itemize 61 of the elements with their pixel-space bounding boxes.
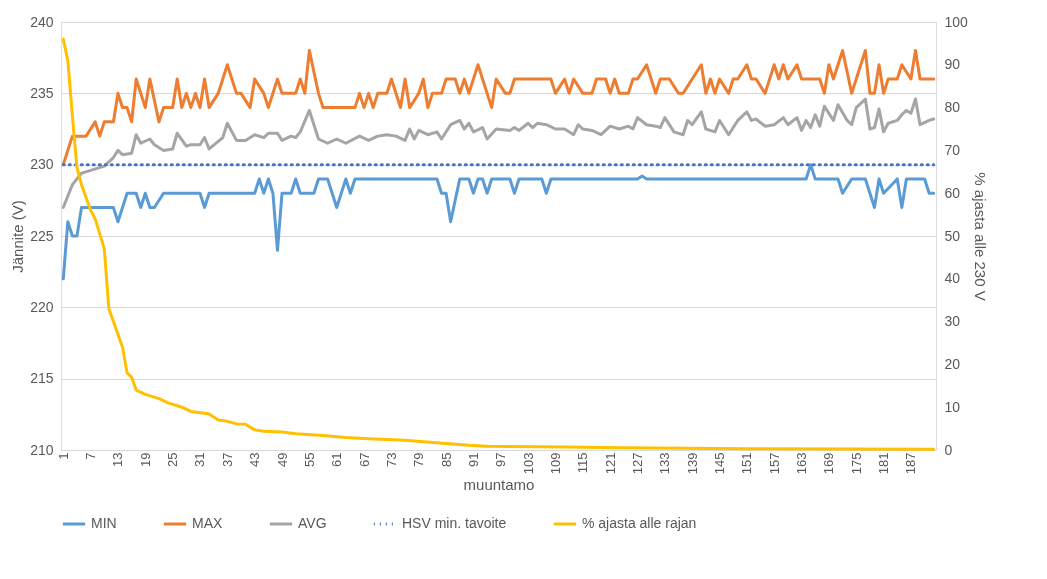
x-tick-label: 13 [110,452,126,467]
y-tick-label: 210 [30,441,54,458]
x-tick-label: 85 [438,452,454,467]
y2-tick-label: 80 [944,99,961,116]
x-tick-label: 115 [575,452,591,474]
x-tick-label: 49 [274,452,290,467]
y2-tick-label: 40 [944,270,961,287]
x-axis-title: muuntamo [463,476,535,494]
y2-tick-label: 10 [944,398,961,415]
y-tick-label: 225 [30,227,54,244]
y-tick-label: 230 [30,156,54,173]
x-tick-label: 157 [766,452,782,475]
legend-label: HSV min. tavoite [402,515,507,531]
x-tick-label: 19 [137,452,153,467]
x-tick-label: 163 [794,452,810,475]
y2-tick-label: 100 [944,13,969,30]
y-axis-title: Jännite (V) [9,200,27,273]
x-tick-label: 181 [876,452,892,475]
line-series [61,37,936,451]
x-tick-label: 1 [55,452,71,460]
x-tick-label: 55 [301,452,317,467]
x-tick-label: 7 [83,452,99,460]
x-tick-label: 67 [356,452,372,467]
x-tick-label: 133 [657,452,673,475]
x-tick-label: 61 [329,452,345,467]
line-series [61,163,936,281]
x-tick-label: 25 [165,452,181,467]
x-tick-label: 187 [903,452,919,475]
x-tick-label: 109 [547,452,563,475]
y2-tick-label: 90 [944,56,961,73]
x-tick-label: 91 [465,452,481,467]
x-tick-label: 97 [493,452,509,467]
y2-tick-label: 20 [944,355,961,372]
legend-label: MAX [192,515,223,531]
y2-tick-label: 60 [944,184,961,201]
x-tick-label: 169 [821,452,837,475]
x-tick-label: 175 [848,452,864,475]
y2-tick-label: 0 [944,441,953,458]
x-tick-label: 151 [739,452,755,475]
x-tick-label: 145 [712,452,728,475]
legend-label: AVG [298,515,327,531]
y2-tick-label: 50 [944,227,961,244]
y-tick-label: 235 [30,84,54,101]
y2-tick-label: 30 [944,313,961,330]
x-tick-label: 31 [192,452,208,467]
x-tick-label: 127 [630,452,645,475]
x-tick-label: 79 [411,452,427,467]
x-tick-label: 121 [602,452,618,475]
x-tick-label: 37 [219,452,235,467]
x-tick-label: 103 [520,452,536,475]
y-tick-label: 240 [30,13,54,30]
legend-label: % ajasta alle rajan [582,515,697,531]
x-tick-label: 139 [684,452,700,475]
y2-axis-title: % ajasta alle 230 V [971,172,989,301]
x-tick-label: 43 [247,452,263,467]
y-tick-label: 215 [30,370,54,387]
legend-label: MIN [91,515,117,531]
y2-tick-label: 70 [944,141,961,158]
line-series [61,97,936,209]
y-tick-label: 220 [30,298,54,315]
x-tick-label: 73 [383,452,399,467]
